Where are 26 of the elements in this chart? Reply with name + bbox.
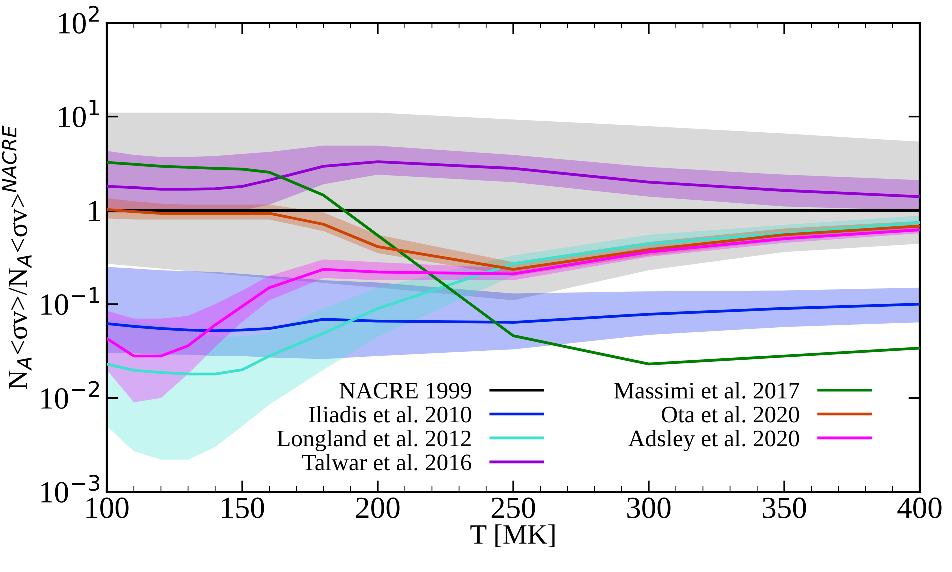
- legend-label: Talwar et al. 2016: [302, 454, 472, 471]
- x-tick-label: 400: [898, 498, 942, 518]
- y-tick-label: 10$^{−1}$: [42, 288, 100, 316]
- line-series: [107, 160, 920, 198]
- y-tick-label: 10$^{2}$: [59, 6, 99, 34]
- x-tick-label: 200: [356, 498, 400, 518]
- legend-label: Ota et al. 2020: [662, 406, 800, 423]
- legend-label: NACRE 1999: [340, 382, 472, 399]
- x-tick-label: 350: [763, 498, 806, 518]
- y-tick-label: 10$^{1}$: [59, 100, 100, 128]
- legend-label: Adsley et al. 2020: [628, 430, 800, 452]
- y-tick-label: 10$^{−2}$: [42, 381, 100, 410]
- x-tick-label: 300: [628, 498, 671, 518]
- line-series: [107, 221, 920, 376]
- legend-label: Massimi et al. 2017: [614, 382, 800, 399]
- x-tick-label: 150: [222, 498, 264, 518]
- line-series: [107, 161, 920, 366]
- x-tick-label: 250: [492, 498, 536, 518]
- line-series: [107, 303, 920, 332]
- legend-label: Longland et al. 2012: [277, 430, 471, 452]
- legend-label: Iliadis et al. 2010: [309, 406, 472, 423]
- line-series: [107, 228, 920, 358]
- y-axis-title: N$_{A}$<σv>/N$_{A}$<σv>$^{NACRE}$: [2, 126, 32, 390]
- x-axis-title: T [MK]: [470, 524, 555, 548]
- y-tick-label: 1: [90, 201, 100, 222]
- line-series: [107, 208, 920, 271]
